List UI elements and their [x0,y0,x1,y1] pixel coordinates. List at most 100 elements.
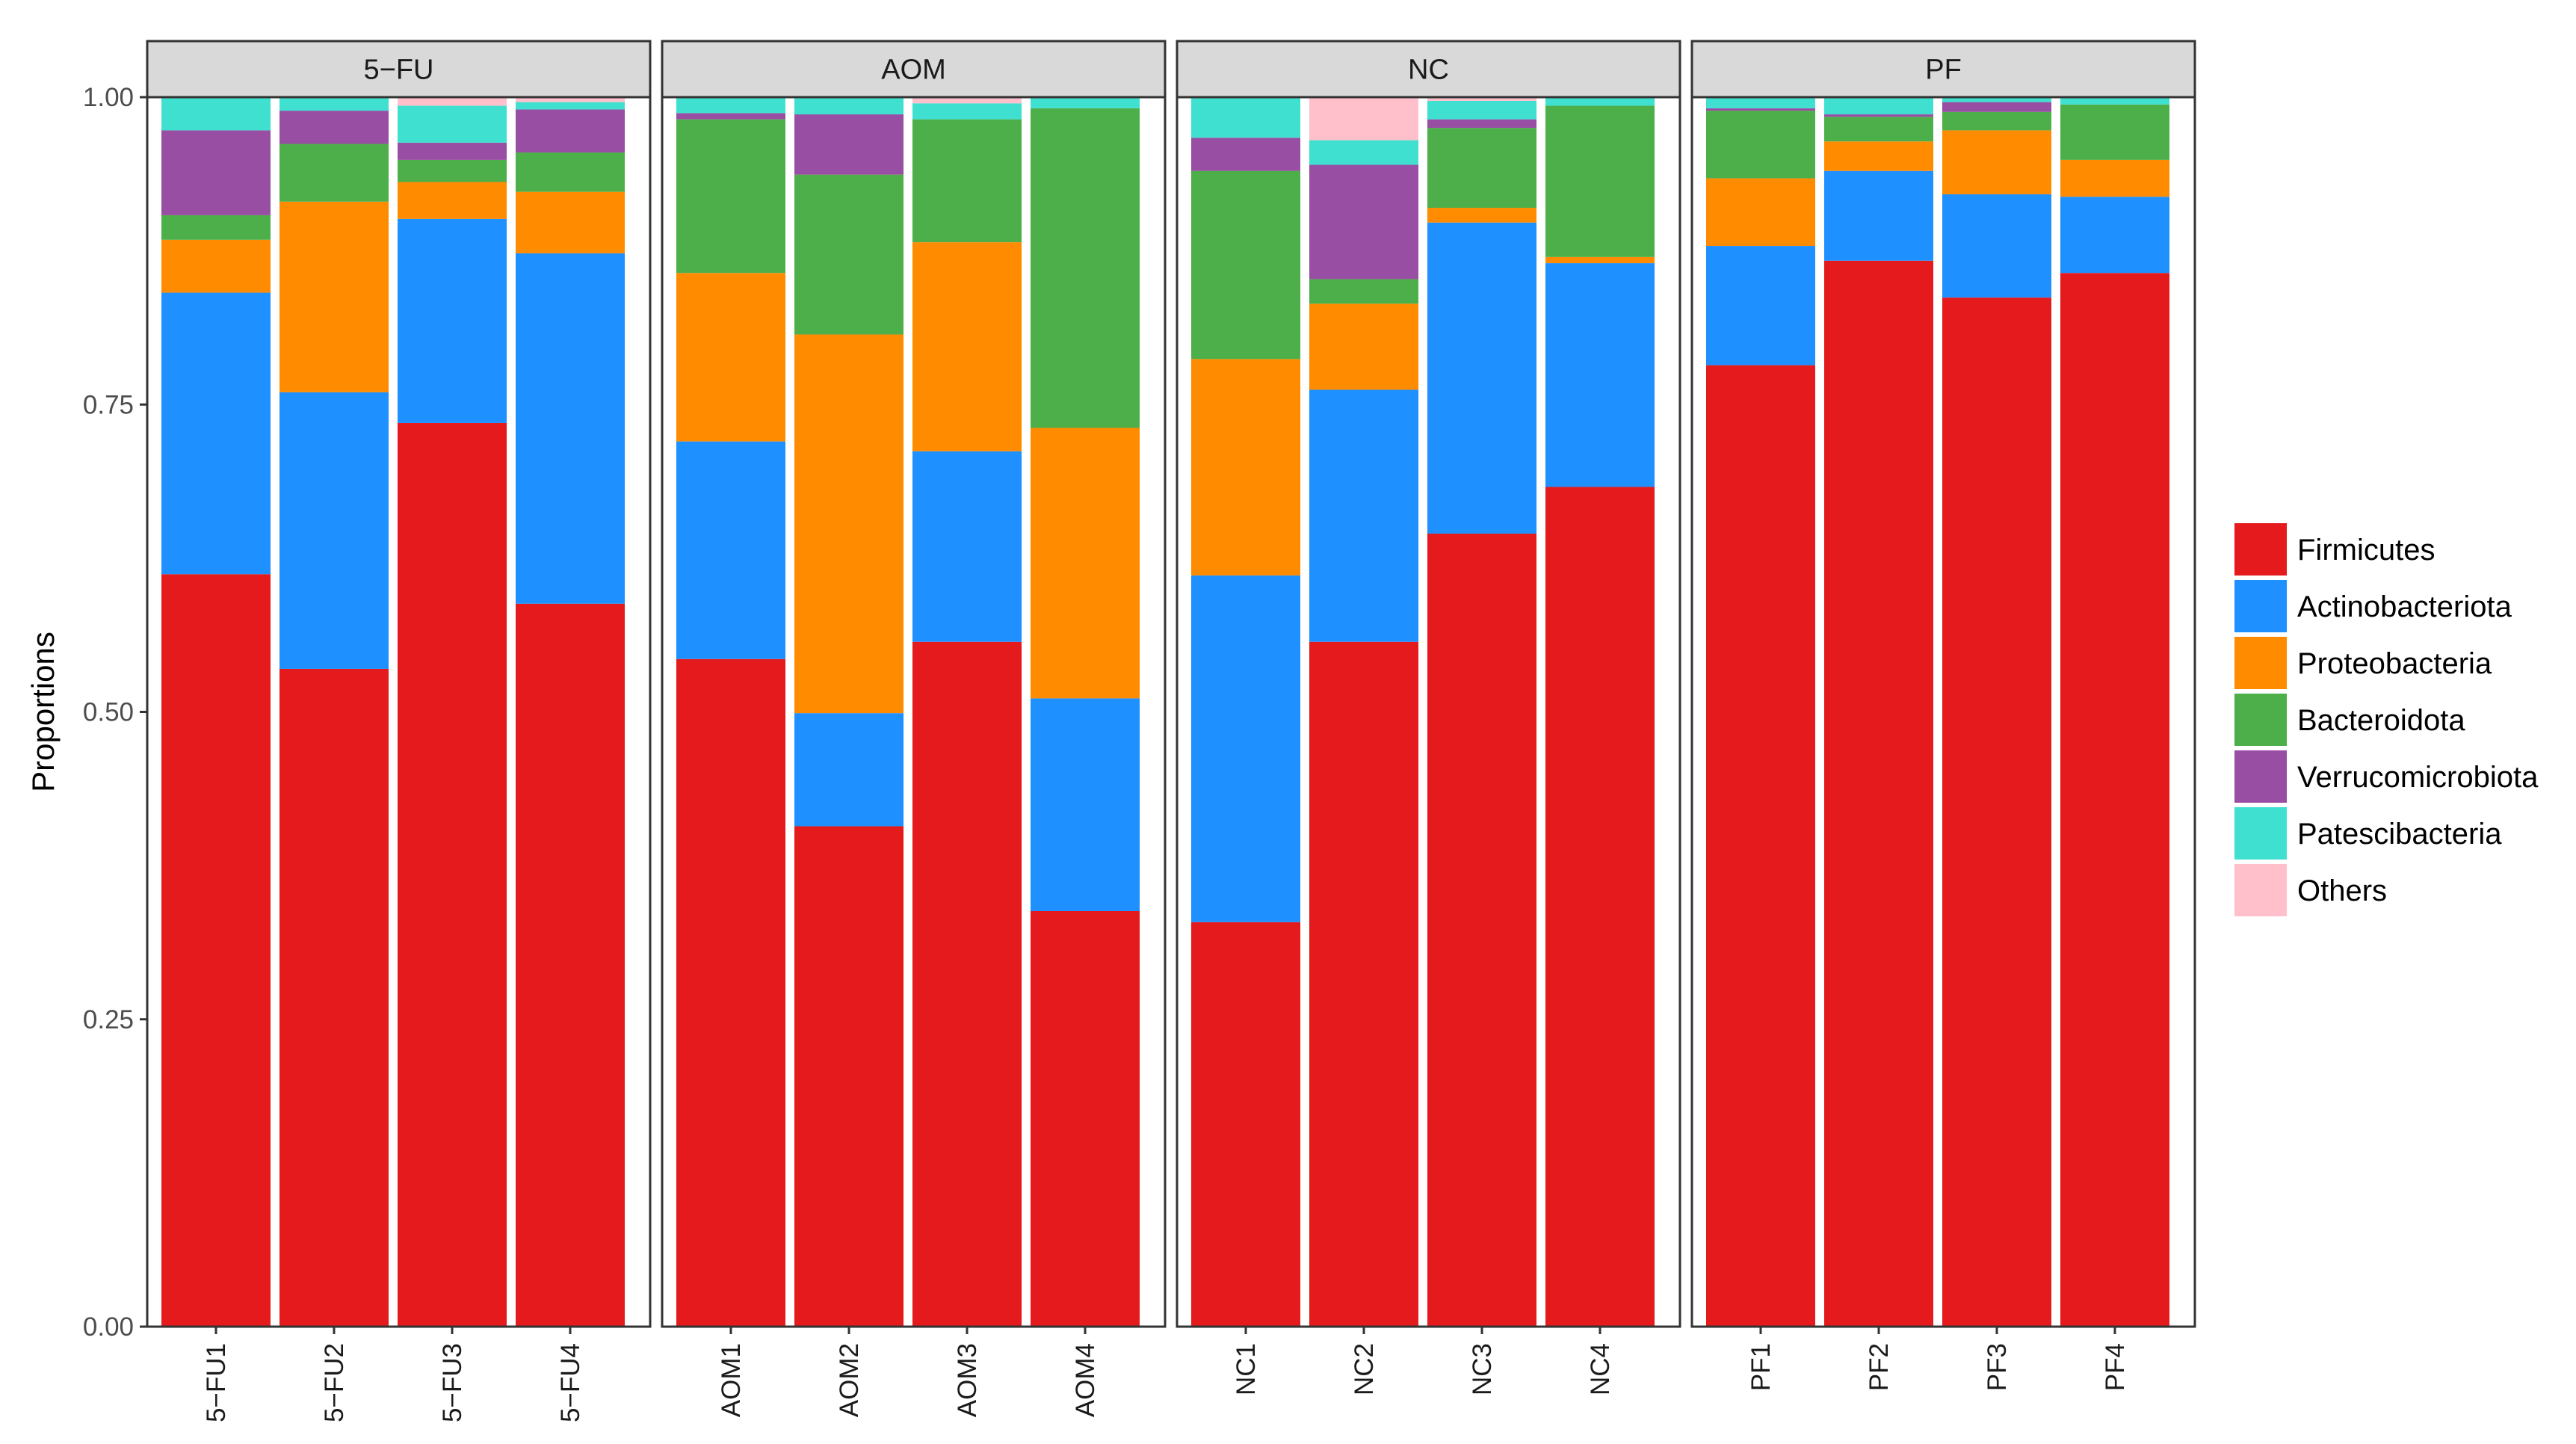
bar-segment-nc2-others [1309,97,1418,141]
y-tick-label: 0.25 [83,1005,134,1034]
x-tick-label: PF4 [2101,1343,2130,1391]
bar-segment-5-fu2-patescibacteria [279,97,389,111]
bar-segment-aom3-proteobacteria [912,242,1022,451]
legend-label: Patescibacteria [2297,818,2502,851]
legend-item-proteobacteria: Proteobacteria [2234,637,2492,689]
bar-segment-pf1-bacteroidota [1706,111,1815,179]
facet-strip [1690,40,2196,99]
bar-segment-5-fu1-patescibacteria [161,97,271,131]
bar-segment-nc1-bacteroidota [1191,170,1300,360]
bar-segment-aom4-actinobacteriota [1031,698,1140,911]
legend-item-bacteroidota: Bacteroidota [2234,694,2465,746]
x-tick-label: NC1 [1232,1343,1261,1395]
facet-panel-border [146,96,652,1328]
bar-segment-nc2-verrucomicrobiota [1309,164,1418,280]
bar-segment-aom4-firmicutes [1031,910,1140,1327]
bar-segment-pf1-firmicutes [1706,365,1815,1327]
x-tick-label: AOM2 [835,1343,864,1417]
bar-aom3 [912,97,1022,1327]
bar-segment-aom2-proteobacteria [794,334,904,714]
bar-segment-nc2-bacteroidota [1309,279,1418,304]
bar-segment-nc3-verrucomicrobiota [1427,119,1536,129]
bar-segment-aom3-actinobacteriota [912,451,1022,642]
legend-label: Proteobacteria [2297,647,2492,680]
bar-segment-pf2-verrucomicrobiota [1824,114,1933,117]
legend-key-actinobacteriota [2234,580,2287,632]
bar-segment-5-fu1-proteobacteria [161,239,271,293]
bar-segment-5-fu3-bacteroidota [398,159,507,182]
facet-strip [661,40,1167,99]
bar-segment-5-fu2-bacteroidota [279,144,389,202]
bar-segment-5-fu4-proteobacteria [516,191,625,253]
bar-pf2 [1824,97,1933,1327]
bar-segment-5-fu3-verrucomicrobiota [398,142,507,160]
facet-label: NC [1408,55,1449,86]
x-tick-label: PF2 [1865,1343,1894,1391]
bar-segment-nc3-patescibacteria [1427,100,1536,120]
legend-item-actinobacteriota: Actinobacteriota [2234,580,2512,632]
bar-segment-nc4-firmicutes [1545,487,1655,1327]
legend: Firmicutes Actinobacteriota Proteobacteria… [2234,523,2539,916]
bar-segment-nc4-bacteroidota [1545,105,1655,257]
bar-segment-5-fu4-patescibacteria [516,102,625,110]
bar-segment-5-fu3-proteobacteria [398,182,507,219]
bar-segment-nc3-others [1427,97,1536,101]
bar-segment-pf3-verrucomicrobiota [1942,102,2051,112]
x-tick-label: NC2 [1350,1343,1379,1395]
bar-nc3 [1427,97,1536,1327]
bar-segment-aom1-actinobacteriota [676,441,785,659]
bar-segment-nc2-firmicutes [1309,641,1418,1327]
bar-segment-pf4-bacteroidota [2060,104,2169,160]
y-tick-label: 0.75 [83,390,134,419]
facet-strip [146,40,652,99]
y-axis-title: Proportions [25,632,61,792]
legend-label: Verrucomicrobiota [2297,761,2539,794]
x-tick-label: 5−FU2 [320,1343,349,1422]
bar-segment-aom2-firmicutes [794,826,904,1327]
y-tick-label: 0.00 [83,1312,134,1342]
facet-5-fu: 5−FU 5−FU1 5−FU2 5−FU3 5−FU4 [146,40,652,1422]
bar-segment-pf3-patescibacteria [1942,97,2051,102]
bar-segment-aom1-patescibacteria [676,97,785,114]
bar-segment-pf2-firmicutes [1824,260,1933,1327]
bar-segment-aom3-firmicutes [912,641,1022,1327]
bar-segment-pf2-bacteroidota [1824,117,1933,142]
y-tick-label: 1.00 [83,83,134,112]
bar-segment-5-fu1-firmicutes [161,574,271,1327]
bar-segment-nc4-proteobacteria [1545,256,1655,264]
bar-segment-pf2-proteobacteria [1824,141,1933,171]
bar-segment-pf3-actinobacteriota [1942,194,2051,298]
bar-segment-pf4-patescibacteria [2060,97,2169,105]
legend-item-patescibacteria: Patescibacteria [2234,807,2502,860]
bar-segment-aom3-bacteroidota [912,119,1022,243]
bar-pf1 [1706,97,1815,1327]
bar-segment-pf2-patescibacteria [1824,97,1933,115]
bar-segment-pf4-firmicutes [2060,273,2169,1327]
x-tick-label: PF3 [1983,1343,2012,1391]
legend-label: Others [2297,874,2387,907]
bar-segment-5-fu4-firmicutes [516,603,625,1327]
legend-key-verrucomicrobiota [2234,750,2287,803]
legend-label: Bacteroidota [2297,704,2465,737]
bar-nc2 [1309,97,1418,1327]
bar-segment-5-fu3-patescibacteria [398,105,507,143]
bar-segment-nc4-patescibacteria [1545,97,1655,106]
bar-segment-nc2-proteobacteria [1309,303,1418,390]
x-tick-label: NC3 [1468,1343,1497,1395]
facet-pf: PF PF1 PF2 PF3 PF4 [1690,40,2196,1391]
bar-segment-pf3-proteobacteria [1942,130,2051,194]
legend-label: Firmicutes [2297,534,2435,567]
legend-item-verrucomicrobiota: Verrucomicrobiota [2234,750,2539,803]
bar-nc1 [1191,97,1300,1327]
bar-segment-pf1-verrucomicrobiota [1706,108,1815,111]
legend-item-others: Others [2234,864,2387,916]
bar-aom1 [676,97,785,1327]
bar-segment-aom2-verrucomicrobiota [794,114,904,175]
bar-nc4 [1545,97,1655,1327]
bar-segment-pf1-patescibacteria [1706,97,1815,108]
x-tick-label: 5−FU4 [556,1343,585,1422]
x-tick-label: 5−FU1 [202,1343,231,1422]
facet-strip [1176,40,1681,99]
bar-segment-5-fu2-actinobacteriota [279,392,389,669]
